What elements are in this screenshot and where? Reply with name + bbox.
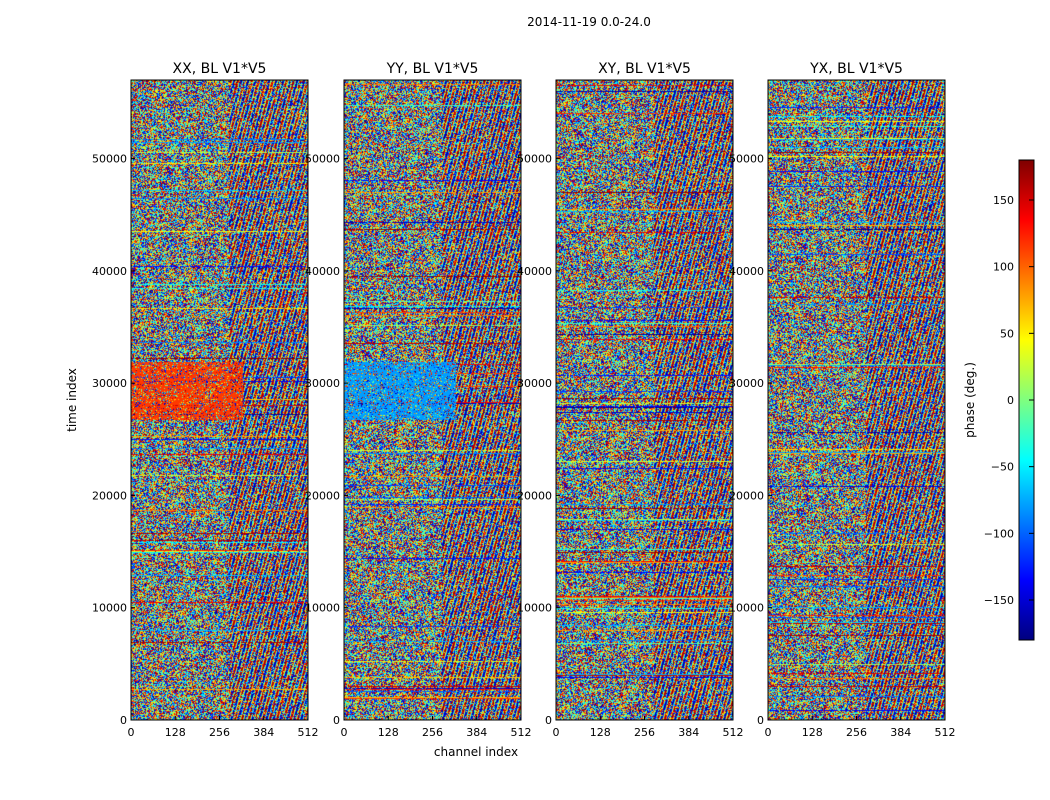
heatmap-canvas [344,80,521,720]
panel-xy: XY, BL V1*V5 0 128 256 384 512 0 10000 20000 3000… [517,61,744,739]
y-tick-label: 20000 [729,489,764,502]
heatmap-image [556,80,733,720]
heatmap-canvas [768,80,945,720]
y-tick-label: 0 [120,714,127,727]
y-tick-label: 50000 [729,153,764,166]
x-tick-label: 128 [802,726,823,739]
y-tick-label: 10000 [305,602,340,615]
panel-title: YX, BL V1*V5 [809,61,903,77]
panel-title: YY, BL V1*V5 [386,61,479,77]
x-tick-label: 256 [209,726,230,739]
x-tick-label: 384 [253,726,274,739]
colorbar-tick-label: −50 [991,461,1014,474]
y-axis-label: time index [65,368,79,432]
y-tick-label: 30000 [305,377,340,390]
heatmap-image [131,80,308,720]
y-tick-label: 10000 [517,602,552,615]
y-tick-label: 0 [333,714,340,727]
x-tick-label: 384 [890,726,911,739]
x-tick-label: 0 [341,726,348,739]
colorbar-tick-label: 150 [993,194,1014,207]
x-tick-label: 512 [511,726,532,739]
panel-title: XY, BL V1*V5 [598,61,691,77]
colorbar-tick-label: 50 [1000,327,1014,340]
y-tick-label: 30000 [729,377,764,390]
x-axis-label: channel index [434,745,518,759]
colorbar-tick-label: 0 [1007,394,1014,407]
heatmap-canvas [131,80,308,720]
colorbar-tick-label: 100 [993,261,1014,274]
y-tick-label: 0 [757,714,764,727]
colorbar-ticks: 150 100 50 0 −50 −100 −150 [984,194,1034,607]
x-tick-label: 256 [846,726,867,739]
colorbar-tick-label: −100 [984,527,1014,540]
y-tick-label: 40000 [305,265,340,278]
y-tick-label: 50000 [517,153,552,166]
x-tick-label: 512 [935,726,956,739]
heatmap-image [344,80,521,720]
panels: XX, BL V1*V5 0 128 256 384 512 0 10000 20000 3000… [92,61,956,739]
x-tick-label: 256 [634,726,655,739]
heatmap-image [768,80,945,720]
x-tick-label: 0 [553,726,560,739]
x-tick-label: 0 [765,726,772,739]
y-tick-label: 20000 [305,489,340,502]
y-tick-label: 50000 [92,153,127,166]
y-tick-label: 30000 [92,377,127,390]
panel-xx: XX, BL V1*V5 0 128 256 384 512 0 10000 20000 3000… [92,61,319,739]
x-tick-label: 512 [723,726,744,739]
colorbar: 150 100 50 0 −50 −100 −150 phase (deg.) [963,159,1035,641]
x-tick-label: 384 [466,726,487,739]
y-tick-label: 50000 [305,153,340,166]
y-tick-label: 40000 [92,265,127,278]
x-tick-label: 256 [422,726,443,739]
x-tick-label: 0 [128,726,135,739]
y-tick-label: 0 [545,714,552,727]
y-tick-label: 20000 [517,489,552,502]
colorbar-tick-label: −150 [984,594,1014,607]
y-tick-label: 30000 [517,377,552,390]
x-tick-label: 384 [678,726,699,739]
y-tick-label: 10000 [92,602,127,615]
colorbar-label: phase (deg.) [963,362,977,438]
suptitle: 2014-11-19 0.0-24.0 [527,15,651,29]
heatmap-canvas [556,80,733,720]
y-tick-label: 40000 [517,265,552,278]
panel-yx: YX, BL V1*V5 0 128 256 384 512 0 10000 20000 3000… [729,61,956,739]
x-tick-label: 128 [165,726,186,739]
y-tick-label: 40000 [729,265,764,278]
x-tick-label: 128 [378,726,399,739]
y-tick-label: 20000 [92,489,127,502]
panel-yy: YY, BL V1*V5 0 128 256 384 512 0 10000 20000 3000… [305,61,532,739]
panel-title: XX, BL V1*V5 [173,61,267,77]
x-tick-label: 128 [590,726,611,739]
x-tick-label: 512 [298,726,319,739]
y-tick-label: 10000 [729,602,764,615]
